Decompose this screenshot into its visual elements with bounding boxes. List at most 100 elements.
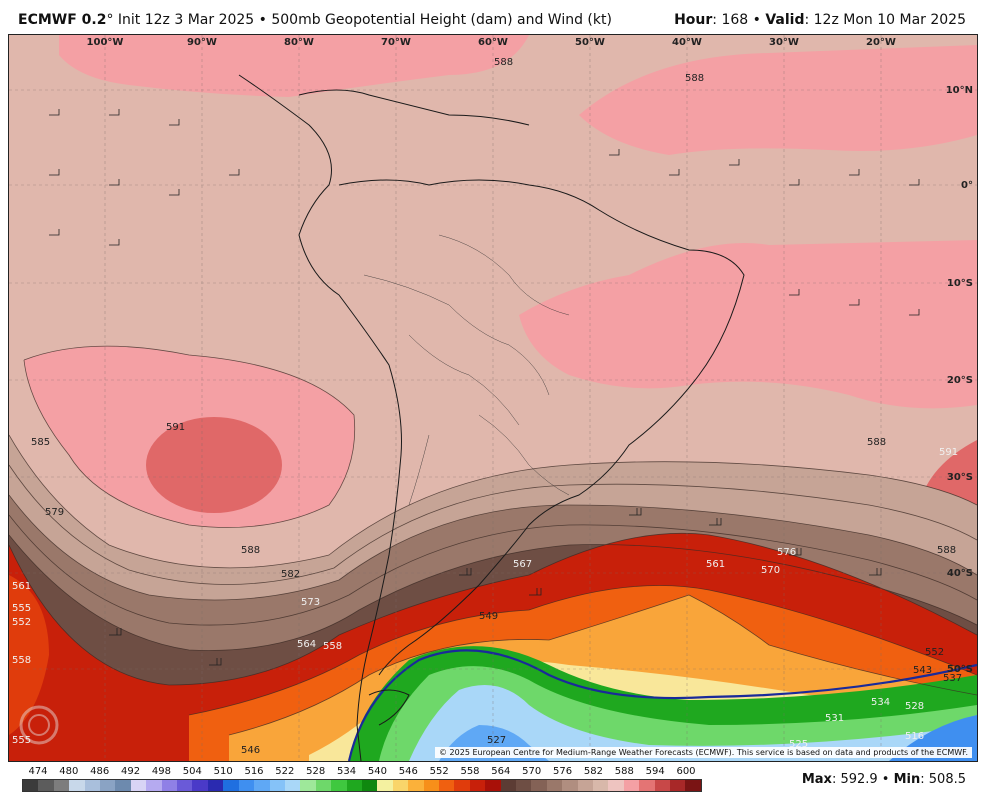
legend-swatch [593, 780, 609, 791]
legend-tick-label: 552 [429, 766, 449, 777]
legend-swatch [516, 780, 532, 791]
contour-label: 591 [939, 447, 958, 458]
contour-label: 558 [12, 655, 31, 666]
legend-swatch [485, 780, 501, 791]
graticule [9, 35, 977, 761]
map-canvas: 100°W 90°W 80°W 70°W 60°W 50°W 40°W 30°W… [9, 35, 977, 761]
contour-label: 555 [12, 735, 31, 746]
hour-label: Hour [674, 12, 713, 28]
weather-map[interactable]: 100°W 90°W 80°W 70°W 60°W 50°W 40°W 30°W… [8, 34, 978, 762]
legend-swatch [238, 780, 255, 791]
legend-swatch [670, 780, 686, 791]
legend-tick-label: 576 [553, 766, 573, 777]
legend-tick-label: 558 [460, 766, 480, 777]
legend-swatch [685, 780, 701, 791]
contour-540-line [347, 649, 977, 761]
lon-label-100w: 100°W [87, 37, 124, 48]
legend-tick-label: 546 [398, 766, 418, 777]
contour-label: 588 [494, 57, 513, 68]
color-legend: 474 480 486 492 498 504 510 516 522 528 534 540 546 5… [22, 766, 702, 794]
lon-label-30w: 30°W [769, 37, 799, 48]
contour-label: 537 [943, 673, 962, 684]
contour-label: 531 [825, 713, 844, 724]
legend-swatch [192, 780, 208, 791]
legend-swatch [438, 780, 455, 791]
legend-tick-label: 594 [645, 766, 665, 777]
lat-label-20s: 20°S [947, 375, 973, 386]
high-center-pacific [146, 417, 282, 513]
lon-label-80w: 80°W [284, 37, 314, 48]
lon-label-20w: 20°W [866, 37, 896, 48]
contour-label: 543 [913, 665, 932, 676]
legend-swatch [608, 780, 624, 791]
lon-label-40w: 40°W [672, 37, 702, 48]
contour-label: 525 [789, 739, 808, 750]
legend-tick-label: 492 [121, 766, 141, 777]
run-description: ° Init 12z 3 Mar 2025 • 500mb Geopotenti… [106, 12, 612, 28]
max-label: Max [801, 772, 832, 787]
legend-swatch [315, 780, 332, 791]
legend-swatch [207, 780, 224, 791]
legend-tick-label: 528 [306, 766, 326, 777]
contour-label: 585 [31, 437, 50, 448]
legend-swatch [284, 780, 301, 791]
coastlines [238, 74, 745, 761]
legend-swatch [623, 780, 640, 791]
contour-label: 579 [45, 507, 64, 518]
legend-tick-label: 582 [583, 766, 603, 777]
contour-label: 561 [12, 581, 31, 592]
legend-swatch [84, 780, 101, 791]
legend-tick-label: 564 [491, 766, 511, 777]
contour-label: 561 [706, 559, 725, 570]
contour-lines [9, 345, 977, 736]
lon-label-50w: 50°W [575, 37, 605, 48]
legend-tick-label: 498 [151, 766, 171, 777]
legend-swatch [423, 780, 439, 791]
legend-swatch [469, 780, 486, 791]
contour-label: 591 [166, 422, 185, 433]
legend-swatch [454, 780, 470, 791]
legend-swatches [22, 779, 702, 792]
contour-label: 573 [301, 597, 320, 608]
legend-swatch [577, 780, 594, 791]
lat-label-10n: 10°N [946, 85, 973, 96]
weatherbell-logo [19, 705, 59, 745]
forecast-time: Hour: 168 • Valid: 12z Mon 10 Mar 2025 [674, 12, 966, 28]
contour-label: 552 [12, 617, 31, 628]
copyright-notice: © 2025 European Centre for Medium-Range … [435, 747, 972, 758]
high-fill-north [59, 35, 529, 97]
legend-tick-label: 540 [367, 766, 387, 777]
contour-label: 546 [241, 745, 260, 756]
legend-swatch [69, 780, 85, 791]
hour-value: : 168 • [712, 12, 766, 28]
min-label: Min [893, 772, 921, 787]
legend-swatch [639, 780, 655, 791]
legend-swatch [223, 780, 239, 791]
legend-ticks: 474 480 486 492 498 504 510 516 522 528 534 540 546 5… [22, 766, 702, 779]
contour-label: 516 [905, 731, 924, 742]
legend-swatch [115, 780, 131, 791]
map-title: ECMWF 0.2° Init 12z 3 Mar 2025 • 500mb G… [18, 12, 612, 28]
wind-barbs [49, 109, 920, 666]
legend-swatch [562, 780, 578, 791]
legend-swatch [161, 780, 178, 791]
legend-swatch [38, 780, 54, 791]
lon-label-70w: 70°W [381, 37, 411, 48]
legend-swatch [254, 780, 270, 791]
legend-swatch [23, 780, 39, 791]
legend-swatch [53, 780, 70, 791]
high-fill-northeast [579, 45, 977, 155]
legend-swatch [300, 780, 316, 791]
contour-label: 588 [867, 437, 886, 448]
contour-label: 555 [12, 603, 31, 614]
legend-swatch [100, 780, 116, 791]
legend-swatch [177, 780, 193, 791]
model-name: ECMWF 0.2 [18, 12, 107, 28]
legend-swatch [531, 780, 547, 791]
contour-label: 558 [323, 641, 342, 652]
lon-label-90w: 90°W [187, 37, 217, 48]
legend-tick-label: 516 [244, 766, 264, 777]
legend-tick-label: 570 [522, 766, 542, 777]
valid-value: : 12z Mon 10 Mar 2025 [804, 12, 966, 28]
legend-swatch [546, 780, 563, 791]
